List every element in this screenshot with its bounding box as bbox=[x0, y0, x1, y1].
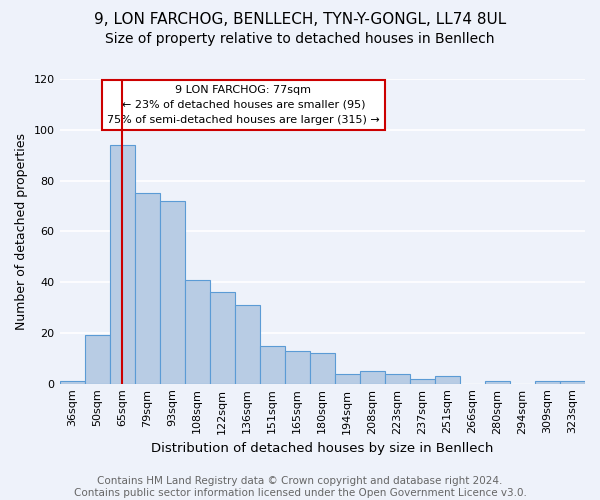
Bar bbox=[85, 336, 110, 384]
Bar bbox=[310, 353, 335, 384]
Bar bbox=[59, 381, 85, 384]
Text: Contains HM Land Registry data © Crown copyright and database right 2024.
Contai: Contains HM Land Registry data © Crown c… bbox=[74, 476, 526, 498]
Bar bbox=[185, 280, 209, 384]
Bar bbox=[209, 292, 235, 384]
Bar bbox=[235, 305, 260, 384]
Bar bbox=[360, 371, 385, 384]
Bar bbox=[485, 381, 510, 384]
Bar bbox=[410, 378, 435, 384]
Bar bbox=[260, 346, 285, 384]
Bar bbox=[134, 194, 160, 384]
Text: 9 LON FARCHOG: 77sqm
← 23% of detached houses are smaller (95)
75% of semi-detac: 9 LON FARCHOG: 77sqm ← 23% of detached h… bbox=[107, 85, 380, 124]
Bar bbox=[335, 374, 360, 384]
Bar bbox=[160, 201, 185, 384]
Bar bbox=[435, 376, 460, 384]
Bar bbox=[285, 350, 310, 384]
Text: 9, LON FARCHOG, BENLLECH, TYN-Y-GONGL, LL74 8UL: 9, LON FARCHOG, BENLLECH, TYN-Y-GONGL, L… bbox=[94, 12, 506, 28]
Bar bbox=[110, 145, 134, 384]
Bar bbox=[535, 381, 560, 384]
Bar bbox=[385, 374, 410, 384]
X-axis label: Distribution of detached houses by size in Benllech: Distribution of detached houses by size … bbox=[151, 442, 493, 455]
Y-axis label: Number of detached properties: Number of detached properties bbox=[15, 133, 28, 330]
Text: Size of property relative to detached houses in Benllech: Size of property relative to detached ho… bbox=[105, 32, 495, 46]
Bar bbox=[560, 381, 585, 384]
